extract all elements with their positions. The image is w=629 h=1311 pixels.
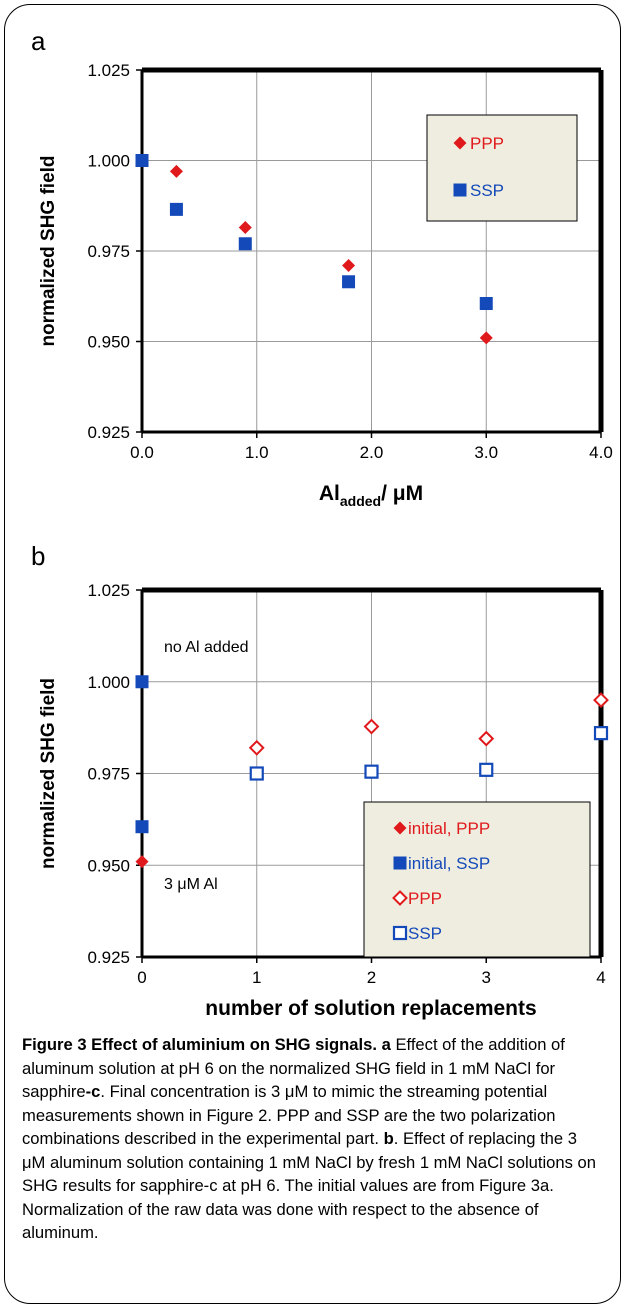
chart-b-point-ppp	[478, 730, 495, 747]
chart-b-x-tick-label: 2	[367, 968, 376, 987]
chart-b-x-tick-label: 3	[482, 968, 491, 987]
chart-b-y-tick-label: 0.975	[87, 765, 130, 784]
chart-a-legend-marker	[453, 136, 467, 150]
chart-b-point-initial-ssp	[135, 675, 149, 689]
figure-charts: a 0.925 0.950 0.975 1.000 1.025 0.0 1.0 2.0 3.0 4.…	[31, 26, 613, 1020]
chart-a-point-ssp	[479, 296, 493, 310]
chart-a-legend-label: SSP	[470, 181, 504, 200]
caption-a-text-2: . Final concentration is 3 μM to mimic t…	[22, 1082, 556, 1148]
chart-b-legend-marker	[392, 890, 408, 906]
chart-a-y-tick-label: 0.925	[87, 423, 130, 442]
chart-b-point-ssp	[593, 726, 609, 741]
chart-a-x-axis-label-sub: added	[340, 493, 381, 509]
chart-b-point-ppp	[363, 718, 380, 735]
chart-b-point-ssp	[479, 762, 494, 777]
chart-a-panel-letter: a	[31, 26, 46, 56]
caption-a-label: a	[381, 1035, 391, 1054]
chart-b-x-tick-label: 1	[252, 968, 261, 987]
chart-a-point-ssp	[342, 275, 356, 289]
chart-a-x-axis-label-unit: / μM	[381, 482, 423, 505]
chart-b-point-ssp	[249, 766, 264, 781]
chart-b-y-axis-label: normalized SHG field	[38, 678, 59, 869]
caption-b-label: b	[383, 1129, 394, 1148]
chart-b-point-ppp	[593, 692, 609, 709]
chart-b-legend-marker	[392, 925, 408, 941]
caption-title: Figure 3 Effect of aluminium on SHG sign…	[22, 1035, 377, 1054]
caption-a-c: -c	[85, 1082, 101, 1101]
caption-a-text-1: Effect of the addition of aluminum solut…	[22, 1035, 565, 1101]
chart-a-x-tick-label: 3.0	[474, 443, 498, 462]
chart-b-x-tick-label: 0	[137, 968, 146, 987]
chart-b-point-ppp	[248, 739, 265, 756]
chart-a-y-tick-label: 0.975	[87, 242, 130, 261]
chart-a-point-ppp	[342, 258, 356, 272]
chart-a-x-axis-label: Aladded/ μM	[319, 482, 423, 509]
caption-b-text: . Effect of replacing the 3 μM aluminum …	[22, 1129, 596, 1242]
chart-b-legend-marker	[393, 821, 407, 835]
chart-b-legend-label: SSP	[408, 924, 442, 943]
chart-a-legend-marker	[453, 183, 467, 197]
chart-b-annotation: no Al added	[164, 639, 249, 656]
chart-b-legend-label: PPP	[408, 889, 442, 908]
chart-b-point-initial-ssp	[135, 820, 149, 834]
chart-b-y-tick-label: 1.000	[87, 673, 130, 692]
chart-b-annotation: 3 μM Al	[164, 876, 218, 893]
chart-b-point-initial-ppp	[135, 855, 149, 869]
chart-a-point-ppp	[238, 220, 252, 234]
chart-a-x-axis-label-main: Al	[319, 482, 340, 505]
chart-a-y-axis-label: normalized SHG field	[38, 155, 59, 346]
chart-b-x-tick-label: 4	[596, 968, 605, 987]
chart-b-legend-label: initial, PPP	[408, 819, 490, 838]
chart-a-y-tick-label: 0.950	[87, 333, 130, 352]
chart-a-x-tick-label: 0.0	[130, 443, 154, 462]
chart-a-y-tick-label: 1.000	[87, 152, 130, 171]
chart-a-point-ssp	[135, 154, 149, 167]
figure-caption: Figure 3 Effect of aluminium on SHG sign…	[22, 1033, 602, 1245]
chart-a-y-tick-label: 1.025	[87, 61, 130, 80]
chart-b-point-ssp	[364, 764, 379, 779]
chart-b-panel-letter: b	[31, 541, 45, 571]
chart-a-point-ppp	[169, 164, 183, 178]
chart-a-point-ssp	[238, 237, 252, 251]
chart-b-legend-marker	[393, 856, 407, 870]
chart-b-y-tick-label: 0.950	[87, 856, 130, 875]
chart-a-point-ppp	[479, 331, 493, 345]
chart-a-x-tick-label: 4.0	[589, 443, 613, 462]
chart-b-x-axis-label: number of solution replacements	[205, 997, 536, 1020]
figure-frame	[4, 4, 621, 1304]
chart-b-y-tick-label: 1.025	[87, 581, 130, 600]
chart-a-x-tick-label: 1.0	[245, 443, 269, 462]
chart-b-legend-label: initial, SSP	[408, 854, 490, 873]
chart-a-x-tick-label: 2.0	[360, 443, 384, 462]
chart-a-legend-box	[426, 114, 578, 222]
chart-a-point-ssp	[169, 202, 183, 216]
chart-b-y-tick-label: 0.925	[87, 948, 130, 967]
chart-a-legend-label: PPP	[470, 134, 504, 153]
